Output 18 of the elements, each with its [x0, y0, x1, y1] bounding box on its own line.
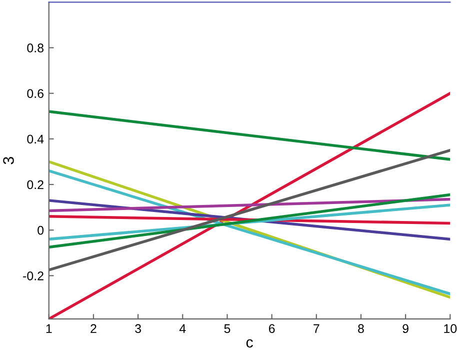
y-tick-label: -0.2	[23, 271, 44, 280]
y-tick-label: 0.8	[27, 44, 44, 52]
x-tick-label: 8	[358, 324, 364, 334]
y-tick-label: 0.2	[27, 180, 44, 190]
y-tick-label: 0.4	[27, 134, 44, 144]
y-tick-label: 0.6	[27, 89, 44, 98]
x-axis-title: c	[246, 339, 253, 348]
y-axis-title: 3	[3, 156, 14, 164]
y-tick-label: 0	[38, 226, 44, 235]
x-tick-label: 2	[90, 324, 96, 333]
x-tick-label: 6	[268, 324, 275, 334]
x-tick-label: 1	[46, 324, 52, 333]
x-tick-label: 3	[135, 324, 141, 334]
x-tick-label: 5	[224, 324, 230, 334]
x-tick-label: 9	[402, 324, 408, 334]
x-tick-label: 7	[314, 324, 320, 333]
x-tick-label: 10	[444, 324, 457, 334]
x-tick-label: 4	[179, 324, 186, 333]
